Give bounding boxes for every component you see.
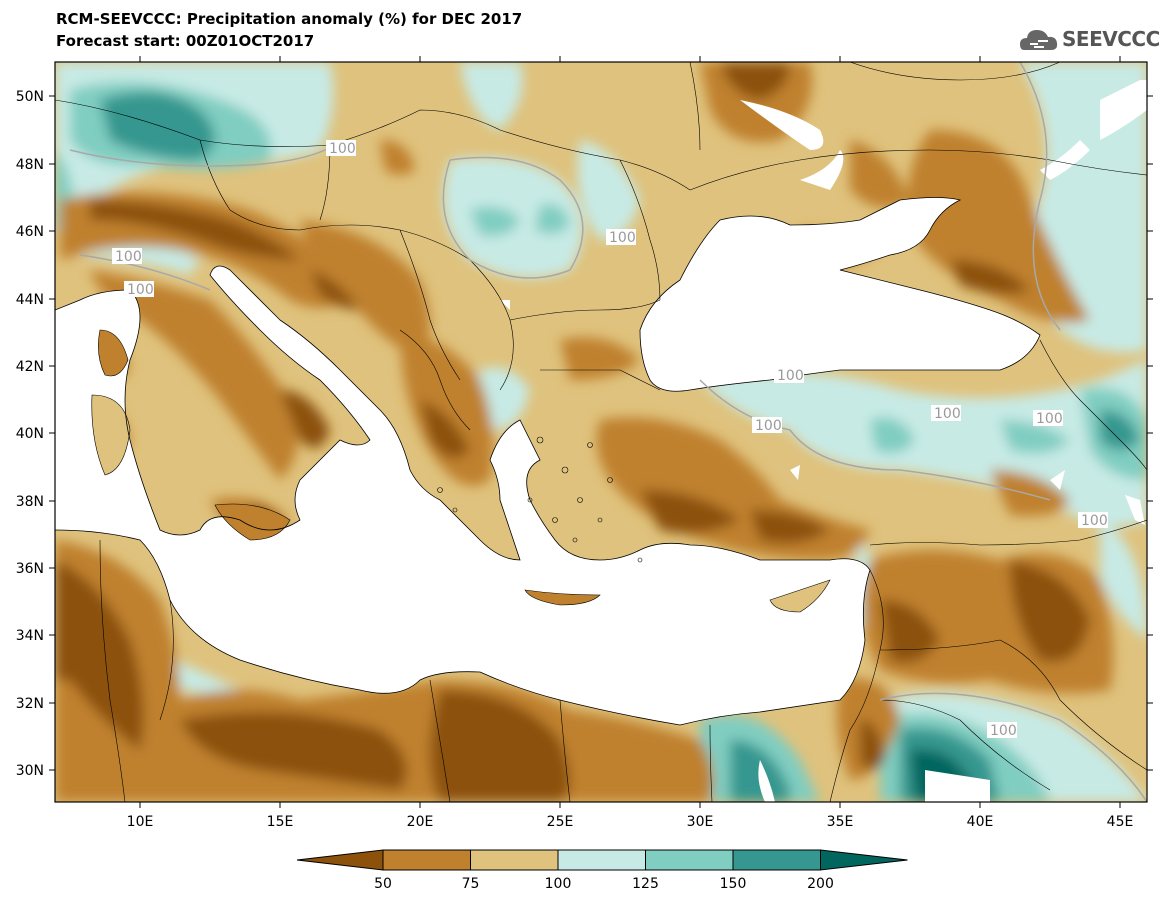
lat-label: 50N <box>16 89 44 105</box>
lon-label: 40E <box>967 814 994 830</box>
colorbar-tick-label: 150 <box>720 876 747 892</box>
contour-label: 100 <box>931 405 961 422</box>
lat-label: 46N <box>16 224 44 240</box>
contour-label: 100 <box>774 367 804 384</box>
colorbar-tick-label: 50 <box>374 876 392 892</box>
svg-text:100: 100 <box>329 141 356 157</box>
svg-text:100: 100 <box>127 282 154 298</box>
lat-label: 38N <box>16 494 44 510</box>
svg-text:100: 100 <box>609 230 636 246</box>
islands <box>91 329 831 613</box>
contour-label: 100 <box>987 722 1017 739</box>
map-subtitle: Forecast start: 00Z01OCT2017 <box>56 32 315 50</box>
colorbar-tick-label: 200 <box>807 876 834 892</box>
lat-label: 42N <box>16 359 44 375</box>
colorbar-tick-label: 100 <box>545 876 572 892</box>
cloud-icon <box>1020 30 1058 50</box>
lat-axis: 50N 48N 46N 44N 42N 40N 38N 36N 34N 32N … <box>16 89 1153 779</box>
lat-label: 34N <box>16 628 44 644</box>
contour-label: 100 <box>606 229 636 246</box>
svg-text:100: 100 <box>934 406 961 422</box>
colorbar-swatch <box>557 849 646 871</box>
svg-text:100: 100 <box>990 723 1017 739</box>
colorbar-swatch <box>645 849 734 871</box>
colorbar-swatch <box>382 849 471 871</box>
lon-label: 20E <box>407 814 434 830</box>
contour-label: 100 <box>752 417 782 434</box>
lon-label: 35E <box>827 814 854 830</box>
lon-label: 45E <box>1107 814 1134 830</box>
contour-labels: 100 100 100 100 100 100 <box>112 140 1108 739</box>
lon-label: 25E <box>547 814 574 830</box>
colorbar-swatch <box>732 849 821 871</box>
lat-label: 40N <box>16 426 44 442</box>
lon-label: 10E <box>127 814 154 830</box>
svg-text:100: 100 <box>115 249 142 265</box>
lat-label: 36N <box>16 561 44 577</box>
colorbar-arrow-low <box>296 849 384 871</box>
colorbar-tick-label: 75 <box>462 876 480 892</box>
lat-label: 48N <box>16 157 44 173</box>
lon-label: 30E <box>687 814 714 830</box>
colorbar-swatch <box>470 849 559 871</box>
contour-label: 100 <box>1078 512 1108 529</box>
contour-label: 100 <box>112 248 142 265</box>
svg-text:100: 100 <box>1036 411 1063 427</box>
map-title: RCM-SEEVCCC: Precipitation anomaly (%) f… <box>56 10 523 28</box>
svg-text:100: 100 <box>777 368 804 384</box>
svg-text:100: 100 <box>1081 513 1108 529</box>
colorbar-tick-label: 125 <box>632 876 659 892</box>
contour-label: 100 <box>1033 410 1063 427</box>
plot-frame <box>54 61 1148 803</box>
lon-axis: 10E 15E 20E 25E 30E 35E 40E 45E <box>127 56 1134 830</box>
colorbar-arrow-high <box>820 849 908 871</box>
lat-label: 44N <box>16 292 44 308</box>
borders <box>55 62 1147 802</box>
contours-100 <box>69 62 1147 802</box>
logo-text: SEEVCCC <box>1062 27 1160 51</box>
svg-text:100: 100 <box>755 418 782 434</box>
lat-label: 30N <box>16 763 44 779</box>
plot-area: 100 100 100 100 100 100 <box>55 62 1147 802</box>
contour-label: 100 <box>124 281 154 298</box>
colorbar: 50 75 100 125 150 200 <box>296 849 908 892</box>
lat-label: 32N <box>16 696 44 712</box>
lon-label: 15E <box>267 814 294 830</box>
seas <box>55 80 1147 802</box>
contour-label: 100 <box>326 140 356 157</box>
